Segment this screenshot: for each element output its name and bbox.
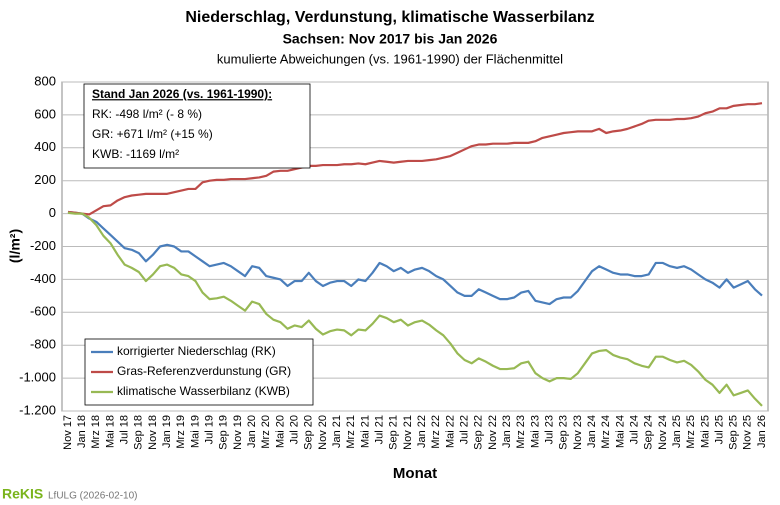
x-axis-label: Monat [393,465,437,482]
x-tick-label: Mrz 25 [685,415,697,449]
x-tick-label: Mai 24 [614,415,626,448]
footer-source: LfULG (2026-02-10) [48,491,138,502]
annotation-box [83,83,311,169]
x-tick-label: Sep 25 [728,415,740,450]
annotation-text: Stand Jan 2026 (vs. 1961-1990): [92,87,272,101]
x-tick-label: Jan 24 [586,415,598,448]
y-tick-label: 0 [49,205,56,220]
x-tick-label: Sep 18 [133,415,145,450]
x-tick-label: Nov 24 [657,415,669,450]
x-tick-label: Jul 23 [543,415,555,444]
x-tick-label: Sep 24 [643,415,655,450]
series-line [67,210,763,306]
x-tick-label: Mai 19 [189,415,201,448]
x-tick-label: Mrz 19 [175,415,187,449]
y-tick-label: -400 [30,271,56,286]
y-tick-label: 800 [34,73,56,88]
y-tick-label: -1.000 [19,370,56,385]
x-tick-label: Nov 25 [742,415,754,450]
y-axis-label: (l/m²) [7,229,23,263]
x-tick-label: Mrz 22 [430,415,442,449]
y-tick-label: 600 [34,106,56,121]
x-tick-label: Nov 19 [232,415,244,450]
legend-label: korrigierter Niederschlag (RK) [117,344,276,358]
annotation-text: RK: -498 l/m² (- 8 %) [92,107,202,121]
legend-box [84,338,314,406]
x-tick-label: Jan 20 [246,415,258,448]
x-tick-label: Sep 19 [218,415,230,450]
x-tick-label: Sep 22 [473,415,485,450]
annotation-text: KWB: -1169 l/m² [92,147,179,161]
x-tick-label: Mai 18 [104,415,116,448]
series-line [67,211,763,407]
x-tick-label: Jul 24 [628,415,640,444]
x-tick-label: Mrz 21 [345,415,357,449]
x-tick-label: Jul 20 [289,415,301,444]
x-tick-label: Sep 23 [558,415,570,450]
x-tick-label: Jul 25 [713,415,725,444]
x-tick-label: Jul 18 [119,415,131,444]
x-tick-label: Jan 26 [756,415,768,448]
footer-logo: ReKIS [2,486,43,502]
x-tick-label: Nov 23 [572,415,584,450]
x-tick-label: Jan 25 [671,415,683,448]
x-tick-label: Jan 22 [416,415,428,448]
x-tick-label: Nov 18 [147,415,159,450]
chart-title: Niederschlag, Verdunstung, klimatische W… [185,9,594,26]
y-tick-label: 200 [34,172,56,187]
x-tick-label: Mrz 18 [90,415,102,449]
x-tick-label: Nov 17 [62,415,74,450]
chart-subtitle: Sachsen: Nov 2017 bis Jan 2026 [283,31,498,47]
x-tick-label: Mai 25 [699,415,711,448]
annotation-text: GR: +671 l/m² (+15 %) [92,127,213,141]
x-tick-label: Jul 22 [458,415,470,444]
series-line [67,102,763,216]
legend-label: Gras-Referenzverdunstung (GR) [117,364,291,378]
x-tick-label: Sep 21 [388,415,400,450]
y-tick-label: -800 [30,337,56,352]
chart-description: kumulierte Abweichungen (vs. 1961-1990) … [217,51,563,66]
x-tick-label: Jan 19 [161,415,173,448]
x-tick-label: Jul 19 [204,415,216,444]
x-tick-label: Jan 23 [501,415,513,448]
x-tick-label: Jul 21 [373,415,385,444]
x-tick-label: Mrz 20 [260,415,272,449]
x-tick-label: Nov 21 [402,415,414,450]
legend-label: klimatische Wasserbilanz (KWB) [117,384,290,398]
x-tick-label: Mai 20 [274,415,286,448]
x-tick-label: Mai 21 [359,415,371,448]
x-tick-label: Mai 22 [444,415,456,448]
x-tick-label: Jan 18 [76,415,88,448]
x-tick-label: Mrz 23 [515,415,527,449]
y-tick-label: 400 [34,139,56,154]
x-tick-label: Nov 20 [317,415,329,450]
y-tick-label: -600 [30,304,56,319]
x-tick-label: Sep 20 [303,415,315,450]
y-tick-label: -200 [30,238,56,253]
x-tick-label: Mai 23 [529,415,541,448]
y-tick-label: -1.200 [19,402,56,417]
x-tick-label: Jan 21 [331,415,343,448]
x-tick-label: Mrz 24 [600,415,612,449]
x-tick-label: Nov 22 [487,415,499,450]
